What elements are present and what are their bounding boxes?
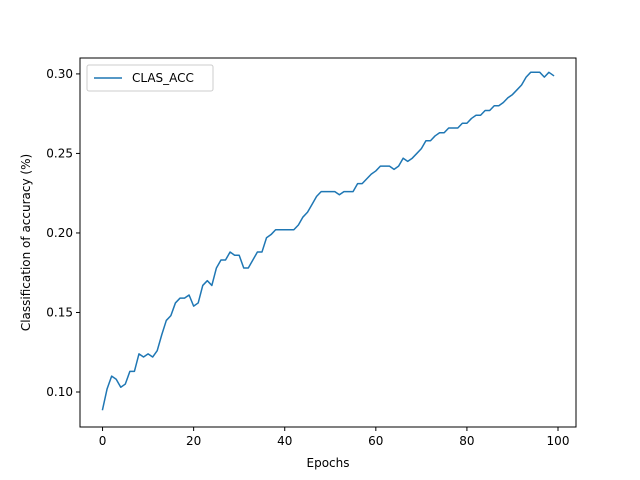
y-tick-label: 0.15 xyxy=(46,305,73,319)
x-tick-label: 100 xyxy=(547,434,570,448)
plot-area xyxy=(101,71,555,411)
legend: CLAS_ACC xyxy=(86,64,214,92)
y-tick-label: 0.30 xyxy=(46,67,73,81)
axes-frame xyxy=(79,57,577,428)
x-axis-label: Epochs xyxy=(307,456,350,470)
x-tick-label: 80 xyxy=(459,434,474,448)
x-tick-label: 20 xyxy=(186,434,201,448)
x-tick-label: 40 xyxy=(277,434,292,448)
series-line-clas-acc xyxy=(101,71,555,411)
y-tick-label: 0.25 xyxy=(46,146,73,160)
x-tick-label: 60 xyxy=(368,434,383,448)
legend-label-clas-acc: CLAS_ACC xyxy=(132,71,194,85)
y-tick-label: 0.20 xyxy=(46,226,73,240)
legend-box xyxy=(86,64,214,92)
y-axis: 0.10 0.15 0.20 0.25 0.30 xyxy=(46,67,80,399)
x-axis: 0 20 40 60 80 100 xyxy=(99,427,570,448)
y-axis-label: Classification of accuracy (%) xyxy=(19,154,33,331)
y-tick-label: 0.10 xyxy=(46,385,73,399)
x-tick-label: 0 xyxy=(99,434,107,448)
